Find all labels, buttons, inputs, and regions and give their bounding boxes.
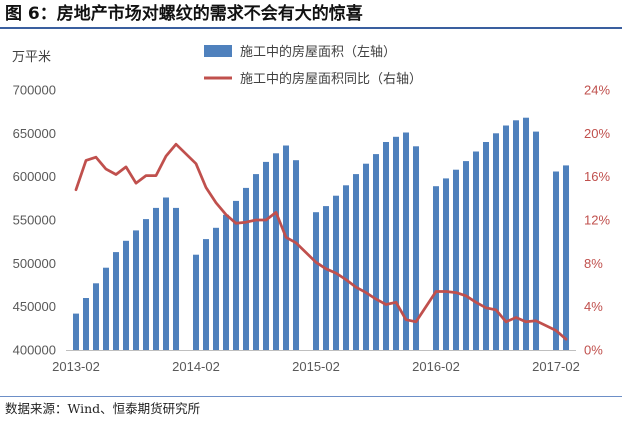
bar-2016-03 — [443, 178, 449, 350]
legend-bar-label: 施工中的房屋面积（左轴） — [240, 44, 396, 59]
y-right-tick-label: 24% — [584, 83, 610, 98]
x-tick-label: 2016-02 — [412, 359, 460, 374]
bar-2013-04 — [93, 283, 99, 350]
bar-2015-11 — [403, 132, 409, 350]
y-left-tick-label: 650000 — [13, 126, 56, 141]
bar-2014-12 — [293, 160, 299, 350]
source-note: 数据来源：Wind、恒泰期货研究所 — [5, 401, 201, 416]
y-right-tick-label: 20% — [584, 126, 610, 141]
legend: 施工中的房屋面积（左轴） 施工中的房屋面积同比（右轴） — [204, 44, 422, 86]
y-left-axis: 400000 450000 500000 550000 600000 650000 7000… — [13, 83, 56, 358]
legend-bar-swatch — [204, 45, 232, 57]
bar-2016-11 — [523, 117, 529, 350]
bar-series — [73, 117, 569, 350]
bar-2014-06 — [233, 200, 239, 350]
bar-2014-09 — [263, 161, 269, 350]
x-tick-label: 2013-02 — [52, 359, 100, 374]
x-axis: 2013-02 2014-02 2015-02 2016-02 2017-02 — [52, 359, 580, 374]
bar-2016-07 — [483, 142, 489, 350]
bar-2017-02 — [553, 171, 559, 350]
figure-title: 图 6：房地产市场对螺纹的需求不会有大的惊喜 — [5, 4, 363, 24]
bar-2016-10 — [513, 120, 519, 350]
bar-2017-03 — [563, 165, 569, 350]
bar-2016-06 — [473, 151, 479, 350]
y-right-tick-label: 8% — [584, 256, 603, 271]
x-tick-label: 2015-02 — [292, 359, 340, 374]
bar-2013-08 — [133, 230, 139, 350]
yoy-series-line — [74, 142, 568, 341]
bar-2013-09 — [143, 219, 149, 350]
bar-2016-05 — [463, 161, 469, 350]
title-rule — [0, 27, 622, 29]
bar-2015-12 — [413, 146, 419, 350]
bar-2016-12 — [533, 131, 539, 350]
source-rule — [0, 396, 622, 397]
bar-2013-06 — [113, 252, 119, 350]
bar-2013-05 — [103, 267, 109, 350]
bar-2015-07 — [363, 163, 369, 350]
x-tick-label: 2014-02 — [172, 359, 220, 374]
bar-2016-04 — [453, 169, 459, 350]
bar-2014-11 — [283, 145, 289, 350]
y-right-tick-label: 4% — [584, 299, 603, 314]
y-right-tick-label: 12% — [584, 213, 610, 228]
y-left-tick-label: 550000 — [13, 213, 56, 228]
bar-2014-10 — [273, 153, 279, 350]
y-left-tick-label: 600000 — [13, 169, 56, 184]
legend-line-label: 施工中的房屋面积同比（右轴） — [240, 71, 422, 86]
bar-2014-08 — [253, 174, 259, 350]
bar-2013-02 — [73, 313, 79, 350]
bar-2015-08 — [373, 154, 379, 350]
bar-2013-11 — [163, 197, 169, 350]
bar-2015-06 — [353, 174, 359, 350]
bar-2015-02 — [313, 212, 319, 350]
bar-2016-09 — [503, 125, 509, 350]
y-right-tick-label: 0% — [584, 343, 603, 358]
bar-2014-03 — [203, 239, 209, 350]
x-tick-label: 2017-02 — [532, 359, 580, 374]
y-left-tick-label: 500000 — [13, 256, 56, 271]
y-left-tick-label: 700000 — [13, 83, 56, 98]
bar-2014-05 — [223, 214, 229, 350]
bar-2013-07 — [123, 240, 129, 350]
bar-2015-10 — [393, 136, 399, 350]
bar-2013-10 — [153, 207, 159, 350]
bar-2015-03 — [323, 206, 329, 350]
bar-2016-02 — [433, 186, 439, 350]
bar-2014-07 — [243, 187, 249, 350]
y-left-tick-label: 400000 — [13, 343, 56, 358]
bar-2014-02 — [193, 254, 199, 350]
bar-2016-08 — [493, 133, 499, 350]
y-right-tick-label: 16% — [584, 169, 610, 184]
y-right-axis: 0% 4% 8% 12% 16% 20% 24% — [584, 83, 610, 358]
line-series — [74, 142, 568, 341]
bar-2013-12 — [173, 207, 179, 350]
bar-2013-03 — [83, 298, 89, 350]
bar-2015-09 — [383, 142, 389, 350]
y-left-tick-label: 450000 — [13, 299, 56, 314]
bar-2014-04 — [213, 227, 219, 350]
bar-2015-05 — [343, 185, 349, 350]
y-left-axis-title: 万平米 — [12, 49, 51, 64]
